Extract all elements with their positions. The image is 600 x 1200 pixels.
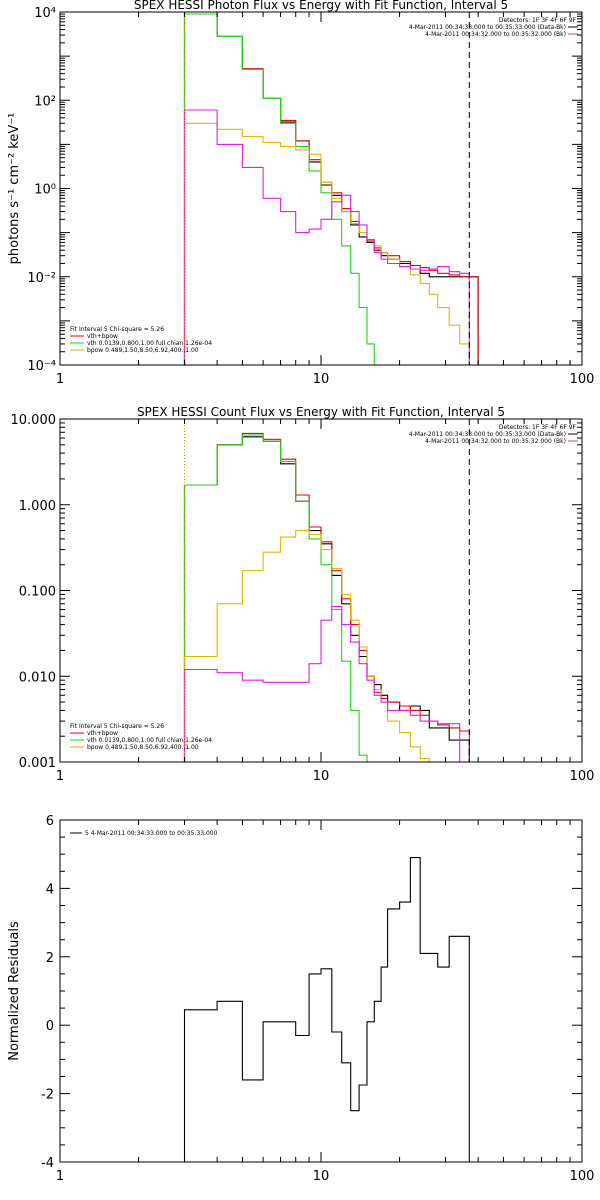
y-tick-label: 10² [34,94,56,109]
legend-right-entry: 4-Mar-2011 00:34:33.000 to 00:35:33.000 … [409,431,566,438]
chart-title: SPEX HESSI Count Flux vs Energy with Fit… [137,405,505,419]
x-tick-label: 100 [570,1169,595,1184]
y-tick-label: 1.000 [19,499,56,514]
legend-left-entry: bpow 0.489,1.50,8.50,6.92,400.,1.00 [87,744,199,751]
legend-right-entry: Detectors: 1F 3F 4F 6F 9F [499,17,577,24]
y-tick-label: 6 [46,814,54,829]
chart-panel-2: SPEX HESSI Count Flux vs Energy with Fit… [11,405,595,784]
x-tick-label: 1 [56,769,64,784]
x-tick-label: 10 [313,1169,330,1184]
x-tick-label: 100 [570,769,595,784]
legend-left-entry: bpow 0.489,1.50,8.50,6.92,400.,1.00 [87,347,199,354]
y-tick-label: 10⁰ [34,183,56,198]
x-tick-label: 100 [570,372,595,387]
y-tick-label: 0 [46,1019,54,1034]
series-line-2 [183,434,368,762]
y-tick-label: -2 [41,1088,54,1103]
legend-left-entry: vth+bpow [87,333,118,340]
y-axis-label: Normalized Residuals [7,921,22,1061]
y-tick-label: 10.000 [11,413,57,428]
y-tick-label: 0.100 [19,585,56,600]
series-line-0 [183,857,470,1162]
legend-left-entry: Fit Interval 5 Chi-square = 5.26 [70,723,164,730]
axes-frame [59,418,583,763]
x-tick-label: 1 [56,1169,64,1184]
series-line-0 [183,436,470,762]
x-tick-label: 10 [313,769,330,784]
y-tick-label: 10⁻⁴ [27,359,56,374]
legend-left-entry: vth 0.0139,0.800,1.00 full chian 1.26e-0… [87,340,212,347]
y-axis-label: photons s⁻¹ cm⁻² keV⁻¹ [7,113,22,265]
chart-title: SPEX HESSI Photon Flux vs Energy with Fi… [134,0,508,12]
legend-entry: 5 4-Mar-2011 00:34:33.000 to 00:35:33.00… [85,830,218,837]
series-line-4 [183,109,470,365]
axes-frame [59,819,583,1163]
legend-right-entry: Detectors: 1F 3F 4F 6F 9F [499,424,577,431]
series-line-4 [183,605,461,762]
y-tick-label: -4 [41,1156,54,1171]
y-tick-label: 0.001 [19,756,56,771]
legend-left-entry: Fit Interval 5 Chi-square = 5.26 [70,326,164,333]
y-tick-label: 10⁻² [27,271,56,286]
series-group [183,13,479,365]
chart-panel-3: 1 10 100 -4 -2 0 2 4 6 Normalized Residuals 5 4-Ma… [7,814,594,1184]
chart-panel-1: SPEX HESSI Photon Flux vs Energy with Fi… [7,0,594,387]
y-tick-label: 4 [46,882,54,897]
legend-left-entry: vth 0.0139,0.800,1.00 full chian 1.26e-0… [87,737,212,744]
x-tick-label: 1 [56,372,64,387]
legend-right-entry: 4-Mar-2011 00:34:33.000 to 00:35:33.000 … [409,24,566,31]
series-group [183,857,470,1162]
y-tick-label: 2 [46,951,54,966]
series-line-1 [183,432,470,762]
legend-left-entry: vth+bpow [87,730,118,737]
legend-right-entry: 4-Mar-2011 00:34:32.000 to 00:35:32.000 … [425,438,566,445]
series-line-3 [183,530,430,762]
x-tick-label: 10 [313,372,330,387]
series-group [183,432,470,762]
series-line-3 [183,122,479,365]
y-tick-label: 10⁴ [34,6,56,21]
y-tick-label: 0.010 [19,670,56,685]
legend-right-entry: 4-Mar-2011 00:34:32.000 to 00:35:32.000 … [425,31,566,38]
series-line-2 [183,13,375,365]
